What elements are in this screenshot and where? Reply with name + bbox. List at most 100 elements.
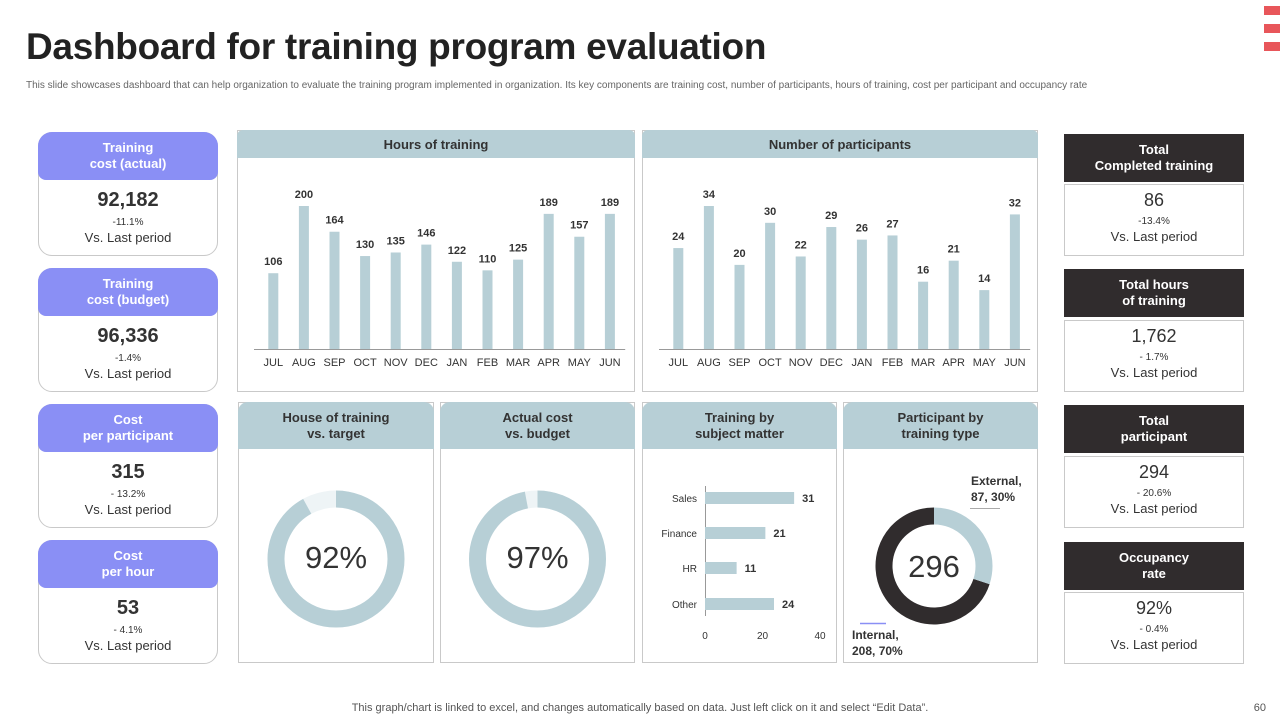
data-label: 130 [356, 239, 374, 251]
data-label: 11 [745, 563, 757, 575]
hours-vs-target-panel: House of training vs. target 92% [238, 402, 434, 663]
pie-label-external: External, 87, 30% [971, 474, 1022, 504]
donut-percent-label: 92% [304, 540, 368, 575]
kpi-period: Vs. Last period [84, 638, 172, 653]
bar [705, 527, 766, 539]
data-label: 14 [978, 273, 991, 285]
data-label: 27 [886, 218, 898, 230]
panel-title: Training by subject matter [642, 402, 837, 449]
tick-label: DEC [820, 357, 843, 369]
donut-value-arc [267, 490, 405, 628]
kpi-total-hours-label: Total hours of training [1064, 269, 1244, 317]
bar [604, 213, 615, 349]
tick-label: NOV [384, 357, 409, 369]
tick-label: SEP [728, 357, 750, 369]
bar [329, 231, 340, 349]
kpi-label: Training cost (actual) [38, 132, 218, 180]
hours-of-training-panel: Hours of training 106 JUL 200 AUG 164 SEP 130 O… [237, 130, 635, 392]
pie-slice-external [875, 507, 993, 625]
kpi-cost-per-hour: Cost per hour 53 - 4.1% Vs. Last period [38, 540, 218, 664]
data-label: 157 [570, 220, 588, 232]
kpi-value: 86 [1143, 190, 1165, 210]
tick-label: FEB [882, 357, 903, 369]
kpi-value: 96,336 [97, 325, 159, 347]
kpi-period: Vs. Last period [84, 366, 172, 381]
kpi-occupancy-rate-label: Occupancy rate [1064, 542, 1244, 590]
panel-title: Hours of training [237, 130, 635, 158]
bar [1009, 214, 1020, 349]
kpi-period: Vs. Last period [1110, 229, 1198, 244]
kpi-label: Cost per participant [38, 404, 218, 452]
bar [826, 227, 837, 349]
bar [673, 248, 684, 349]
bar [482, 270, 493, 349]
bar [918, 281, 929, 349]
data-label: 189 [540, 197, 558, 209]
kpi-period: Vs. Last period [84, 502, 172, 517]
bar [705, 562, 737, 574]
kpi-training-cost-budget: Training cost (budget) 96,336 -1.4% Vs. … [38, 268, 218, 392]
corner-decoration [1264, 6, 1280, 60]
tick-label: JAN [447, 357, 468, 369]
data-label: 29 [825, 210, 837, 222]
kpi-label: Cost per hour [38, 540, 218, 588]
tick-label: JUN [599, 357, 620, 369]
tick-label: APR [537, 357, 560, 369]
tick-label: OCT [353, 357, 377, 369]
kpi-change: - 20.6% [1136, 488, 1172, 499]
data-label: 164 [325, 215, 344, 227]
panel-title: Actual cost vs. budget [440, 402, 635, 449]
tick-label: DEC [415, 357, 438, 369]
bar [390, 252, 401, 349]
bar [795, 256, 806, 349]
bar [948, 260, 959, 349]
kpi-change: - 0.4% [1139, 624, 1169, 635]
kpi-total-completed-training-label: Total Completed training [1064, 134, 1244, 182]
tick-label: OCT [758, 357, 782, 369]
kpi-value: 53 [116, 597, 140, 619]
bar [705, 598, 774, 610]
bar [574, 236, 585, 349]
tick-label: AUG [292, 357, 316, 369]
category-label: Other [672, 600, 698, 611]
data-label: 106 [264, 256, 282, 268]
data-label: 34 [703, 189, 716, 201]
footer-note: This graph/chart is linked to excel, and… [351, 702, 929, 714]
cost-vs-budget-panel: Actual cost vs. budget 97% [440, 402, 635, 663]
kpi-total-completed-training: 86 -13.4% Vs. Last period [1064, 184, 1244, 256]
kpi-period: Vs. Last period [84, 230, 172, 245]
kpi-change: - 13.2% [110, 489, 146, 500]
number-of-participants-chart: 24 JUL 34 AUG 20 SEP 30 OCT 22 NOV 29 DEC 26 JAN 27 FEB… [659, 189, 1031, 369]
kpi-change: - 4.1% [113, 625, 143, 636]
kpi-change: -13.4% [1138, 216, 1170, 227]
data-label: 122 [448, 245, 466, 257]
pie-center-label: 296 [908, 549, 960, 584]
bar [765, 222, 776, 349]
bar [451, 261, 462, 349]
bar [887, 235, 898, 349]
tick-label: MAY [973, 357, 997, 369]
page-title: Dashboard for training program evaluatio… [26, 26, 767, 67]
data-label: 21 [773, 528, 785, 540]
data-label: 146 [417, 228, 435, 240]
kpi-value: 92,182 [97, 189, 159, 211]
training-type-panel: Participant by training type 296 Externa… [843, 402, 1038, 663]
subject-matter-chart: Sales 31 Finance 21 HR 11 Other 24 0 20 40 [661, 486, 826, 642]
tick-label: JUL [669, 357, 689, 369]
kpi-period: Vs. Last period [1110, 637, 1198, 652]
bar [705, 492, 795, 504]
kpi-change: -1.4% [114, 353, 142, 364]
panel-title: House of training vs. target [238, 402, 434, 449]
hours-of-training-chart: 106 JUL 200 AUG 164 SEP 130 OCT 135 NOV 146 DEC 122 J… [254, 189, 626, 369]
kpi-value: 1,762 [1131, 326, 1177, 346]
bar [979, 290, 990, 349]
subject-matter-panel: Training by subject matter Sales 31 Financ… [642, 402, 837, 663]
category-label: Finance [661, 529, 697, 540]
hours-vs-target-donut [267, 490, 405, 628]
category-label: HR [683, 564, 697, 575]
tick-label: 20 [757, 631, 769, 642]
data-label: 24 [672, 231, 685, 243]
tick-label: AUG [697, 357, 721, 369]
data-label: 135 [387, 235, 405, 247]
cost-vs-budget-donut [469, 490, 606, 628]
